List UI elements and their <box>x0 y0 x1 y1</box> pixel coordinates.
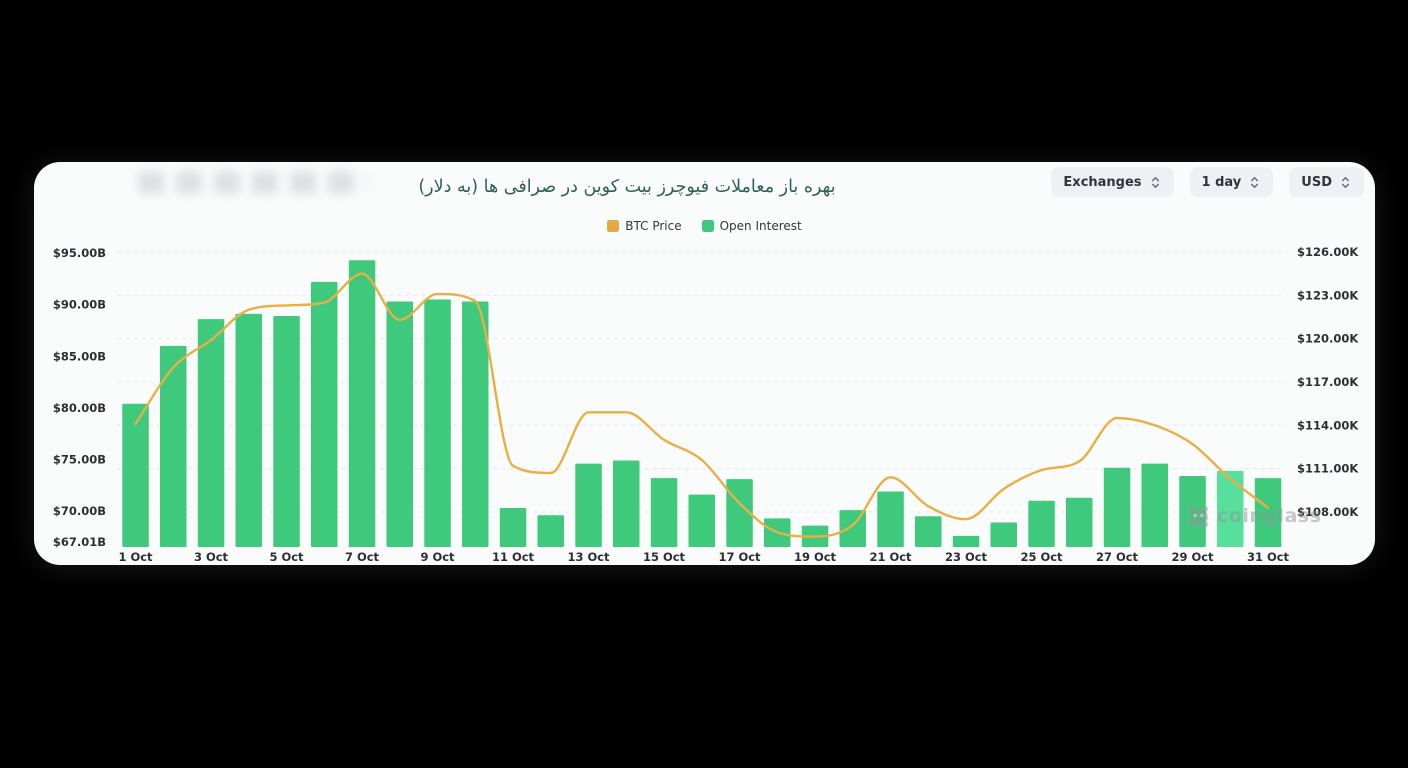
legend-item-open-interest[interactable]: Open Interest <box>701 219 802 233</box>
x-axis-tick: 7 Oct <box>345 550 380 564</box>
x-axis-tick: 23 Oct <box>945 550 988 564</box>
oi-bar[interactable] <box>1103 467 1131 547</box>
x-axis-tick: 9 Oct <box>420 550 455 564</box>
oi-bar[interactable] <box>273 316 300 547</box>
right-axis-tick: $123.00K <box>1297 288 1359 302</box>
oi-bar[interactable] <box>1179 476 1206 547</box>
page-title: بهره باز معاملات فیوچرز بیت کوین در صراف… <box>418 177 836 197</box>
oi-bar[interactable] <box>990 522 1018 548</box>
x-axis-tick: 31 Oct <box>1247 550 1290 564</box>
oi-bar[interactable] <box>537 515 565 547</box>
interval-dropdown[interactable]: 1 day <box>1189 167 1274 197</box>
blurred-watermark <box>138 171 368 194</box>
legend-item-btc-price[interactable]: BTC Price <box>607 219 682 233</box>
x-axis-tick: 19 Oct <box>794 550 837 564</box>
oi-bar[interactable] <box>1141 463 1169 547</box>
left-axis-tick: $75.00B <box>53 453 106 467</box>
oi-bar[interactable] <box>877 491 904 548</box>
oi-bar-highlighted[interactable] <box>1217 470 1244 547</box>
right-axis-tick: $120.00K <box>1297 332 1359 346</box>
oi-bar[interactable] <box>462 301 489 548</box>
interval-dropdown-label: 1 day <box>1201 174 1242 190</box>
chevrons-up-down-icon <box>1342 176 1349 188</box>
left-axis-tick: $70.00B <box>53 504 106 518</box>
currency-dropdown-label: USD <box>1301 174 1332 190</box>
oi-bar[interactable] <box>197 319 225 547</box>
chevrons-up-down-icon <box>1251 176 1259 188</box>
chart-svg: $95.00B $90.00B $85.00B $80.00B $75.00B $70.0… <box>53 245 1360 564</box>
x-axis-tick: 17 Oct <box>718 550 761 564</box>
right-axis-tick: $126.00K <box>1297 245 1359 259</box>
left-axis-tick: $67.01B <box>53 535 106 549</box>
oi-bar[interactable] <box>235 313 263 547</box>
btc-price-line <box>134 272 1270 538</box>
left-axis-tick: $95.00B <box>53 246 106 260</box>
chevrons-up-down-icon <box>1151 176 1159 188</box>
left-axis-tick: $85.00B <box>53 349 106 363</box>
legend-label-btc-price: BTC Price <box>625 219 682 233</box>
open-interest-swatch-icon <box>701 220 714 232</box>
oi-bar[interactable] <box>613 460 640 548</box>
right-axis-tick: $114.00K <box>1297 418 1359 432</box>
oi-bar[interactable] <box>952 535 980 547</box>
oi-bar[interactable] <box>311 281 338 547</box>
oi-bar[interactable] <box>575 463 602 547</box>
x-axis-tick: 15 Oct <box>643 550 686 564</box>
btc-price-swatch-icon <box>607 220 620 232</box>
x-axis-tick: 3 Oct <box>194 550 229 564</box>
legend-label-open-interest: Open Interest <box>719 219 802 233</box>
exchanges-dropdown[interactable]: Exchanges <box>1051 167 1174 197</box>
toolbar: Exchanges 1 day USD <box>1051 167 1364 197</box>
x-axis-tick: 13 Oct <box>567 550 610 564</box>
chart: $95.00B $90.00B $85.00B $80.00B $75.00B $70.0… <box>34 162 1375 565</box>
chart-card: بهره باز معاملات فیوچرز بیت کوین در صراف… <box>34 162 1375 565</box>
oi-bar[interactable] <box>499 508 527 547</box>
left-axis-tick: $80.00B <box>53 401 106 415</box>
oi-bar[interactable] <box>424 299 451 548</box>
x-axis-tick: 5 Oct <box>269 550 304 564</box>
right-axis-tick: $117.00K <box>1297 375 1359 389</box>
currency-dropdown[interactable]: USD <box>1289 167 1364 197</box>
oi-bar[interactable] <box>160 345 187 547</box>
oi-bar[interactable] <box>1254 478 1282 547</box>
x-axis-tick: 1 Oct <box>118 550 153 564</box>
oi-bar[interactable] <box>688 494 716 547</box>
oi-bar[interactable] <box>839 510 867 547</box>
x-axis-tick: 25 Oct <box>1020 550 1063 564</box>
exchanges-dropdown-label: Exchanges <box>1063 174 1142 190</box>
x-axis-tick: 29 Oct <box>1171 550 1214 564</box>
oi-bar[interactable] <box>1028 500 1055 547</box>
left-axis-tick: $90.00B <box>53 298 106 312</box>
oi-bar[interactable] <box>122 403 149 547</box>
x-axis-tick: 27 Oct <box>1096 550 1139 564</box>
oi-bar[interactable] <box>348 260 376 547</box>
right-axis-tick: $111.00K <box>1297 462 1359 476</box>
x-axis-tick: 21 Oct <box>869 550 912 564</box>
legend: BTC Price Open Interest <box>34 219 1375 233</box>
oi-bar[interactable] <box>1066 497 1093 547</box>
oi-bar[interactable] <box>915 516 942 547</box>
right-axis-tick: $108.00K <box>1297 505 1359 519</box>
oi-bar[interactable] <box>650 478 678 547</box>
oi-bar[interactable] <box>386 301 414 548</box>
x-axis-tick: 11 Oct <box>492 550 535 564</box>
